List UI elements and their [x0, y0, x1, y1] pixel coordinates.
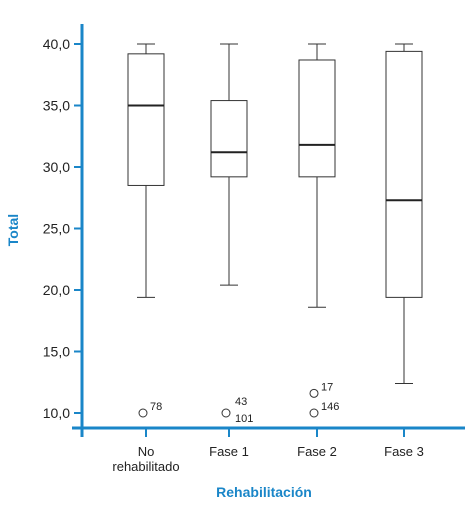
box-4: [385, 43, 423, 384]
y-tick-label: 10,0: [43, 405, 70, 421]
outlier-label: 17: [321, 381, 333, 393]
y-ticks-group: 40,0 35,0 30,0 25,0 20,0 15,0 10,0: [43, 36, 82, 421]
x-category-label: Fase 2: [297, 444, 337, 459]
box-1: 78: [127, 43, 165, 418]
iqr-box: [298, 59, 336, 178]
y-tick-label: 25,0: [43, 221, 70, 237]
y-tick-label: 15,0: [43, 344, 70, 360]
y-tick-label: 35,0: [43, 98, 70, 114]
y-tick-label: 20,0: [43, 282, 70, 298]
outlier-label: 78: [150, 401, 162, 413]
iqr-box: [210, 100, 248, 178]
outlier-point: [138, 408, 148, 418]
outlier-label: 101: [235, 413, 253, 425]
iqr-box: [127, 53, 165, 186]
outlier-point: [221, 408, 231, 418]
x-category-label: No: [138, 444, 155, 459]
x-category-label: rehabilitado: [112, 459, 179, 474]
y-axis-title: Total: [5, 214, 21, 246]
x-category-label: Fase 3: [384, 444, 424, 459]
box-3: 17 146: [298, 43, 339, 418]
outlier-point: [309, 388, 319, 398]
x-category-label: Fase 1: [209, 444, 249, 459]
outlier-label: 146: [321, 401, 339, 413]
outlier-point: [309, 408, 319, 418]
x-axis-title: Rehabilitación: [216, 484, 312, 500]
iqr-box: [385, 50, 423, 298]
y-tick-label: 30,0: [43, 159, 70, 175]
outlier-label: 43: [235, 396, 247, 408]
y-tick-label: 40,0: [43, 36, 70, 52]
